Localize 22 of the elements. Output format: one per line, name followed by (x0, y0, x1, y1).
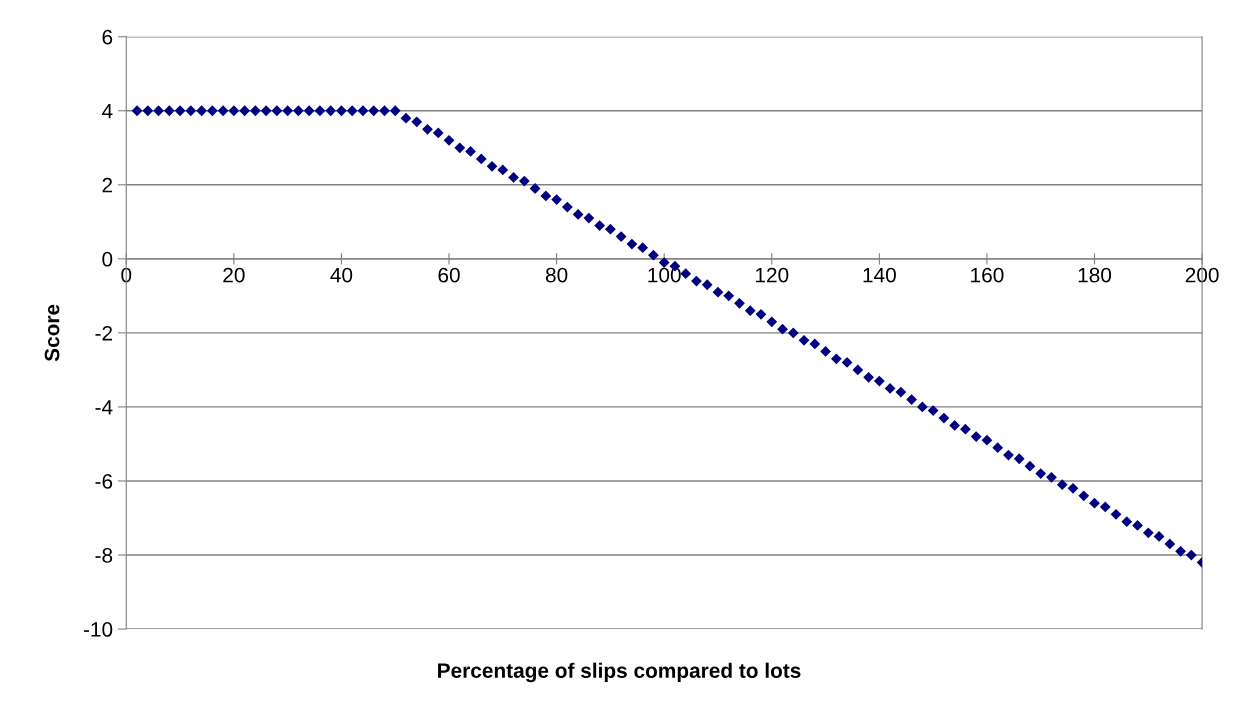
y-tick-label: -8 (95, 548, 113, 563)
y-tick-label: 4 (101, 103, 113, 119)
y-tick-label: 0 (102, 251, 113, 267)
x-tick-label: 160 (971, 267, 1004, 283)
x-tick-label: 100 (648, 267, 681, 283)
x-tick-label: 0 (121, 267, 132, 283)
y-axis-title: Score (44, 304, 60, 362)
y-tick-label: 2 (102, 177, 113, 193)
y-tick-label: -2 (95, 325, 113, 341)
x-tick-label: 120 (755, 267, 789, 283)
x-tick-label: 180 (1078, 267, 1112, 283)
y-tick-label: 6 (102, 29, 113, 45)
y-tick-label: -6 (95, 473, 113, 489)
x-tick-label: 40 (330, 267, 353, 283)
x-axis-title: Percentage of slips compared to lots (438, 662, 801, 683)
x-tick-label: 60 (438, 267, 460, 283)
x-tick-label: 20 (223, 267, 245, 283)
x-tick-label: 200 (1185, 267, 1219, 283)
x-tick-label: 80 (545, 267, 568, 283)
y-tick-label: -10 (83, 622, 113, 637)
y-tick-label: -4 (95, 400, 113, 415)
x-tick-label: 140 (863, 267, 896, 283)
